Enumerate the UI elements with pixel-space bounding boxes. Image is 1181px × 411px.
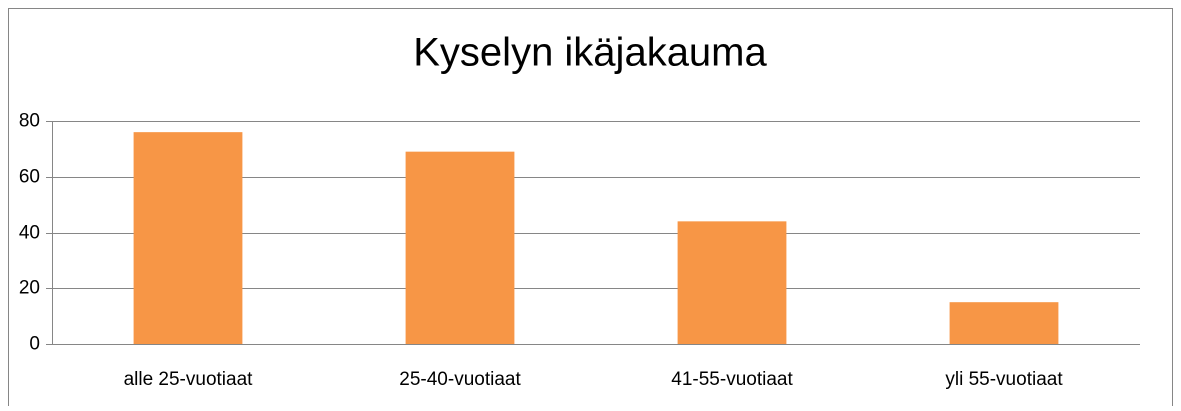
x-tick-label: 25-40-vuotiaat — [399, 369, 521, 390]
y-tick-label: 0 — [29, 334, 40, 355]
y-tick-label: 40 — [19, 223, 40, 244]
chart-title: Kyselyn ikäjakauma — [413, 31, 767, 75]
x-tick-label: 41-55-vuotiaat — [671, 369, 793, 390]
bar — [677, 221, 787, 344]
bar — [133, 132, 243, 344]
x-tick-label: yli 55-vuotiaat — [945, 369, 1063, 390]
bar — [949, 302, 1059, 344]
y-tick-label: 80 — [19, 111, 40, 132]
y-tick-label: 60 — [19, 167, 40, 188]
bar — [405, 151, 515, 344]
y-tick-label: 20 — [19, 278, 40, 299]
x-tick-label: alle 25-vuotiaat — [124, 369, 254, 390]
